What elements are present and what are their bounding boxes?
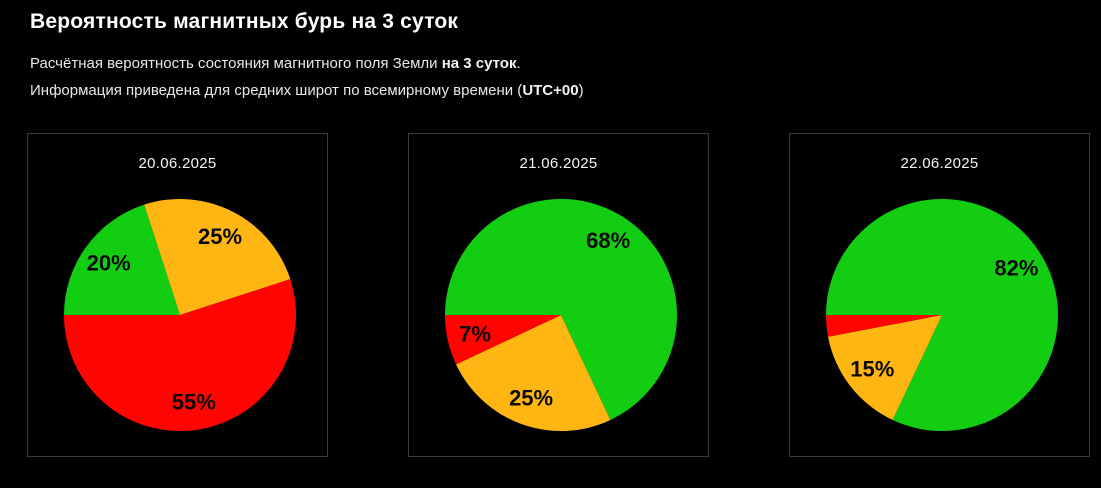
pie-slice-yellow bbox=[456, 315, 611, 431]
pie-slice-label-green: 82% bbox=[994, 255, 1038, 280]
subtitle-2-bold: UTC+00 bbox=[522, 82, 579, 99]
pie-slice-label-red: 55% bbox=[172, 390, 216, 415]
pie-chart-day-2: 68% 25% 7% bbox=[409, 134, 708, 456]
pie-slice-green bbox=[445, 198, 677, 420]
pie-slice-label-green: 20% bbox=[87, 251, 131, 276]
pie-slice-green bbox=[64, 204, 180, 315]
subtitle-1-text: Расчётная вероятность состояния магнитно… bbox=[30, 55, 442, 72]
subtitle-1-bold: на 3 суток bbox=[441, 55, 517, 72]
pie-slice-yellow bbox=[144, 199, 291, 315]
forecast-card-day-1: 20.06.2025 20% 25% 55% bbox=[27, 133, 328, 457]
subtitle-line-2: Информация приведена для средних широт п… bbox=[30, 81, 584, 100]
chart-date-label: 22.06.2025 bbox=[900, 155, 979, 172]
pie-slice-label-green: 68% bbox=[586, 228, 630, 253]
pie-slice-label-yellow: 25% bbox=[198, 224, 242, 249]
subtitle-2-suffix: ) bbox=[578, 82, 584, 99]
pie-slice-red bbox=[63, 279, 296, 432]
forecast-card-day-2: 21.06.2025 68% 25% 7% bbox=[408, 133, 709, 457]
pie-slice-red bbox=[826, 315, 942, 337]
subtitle-1-suffix: . bbox=[516, 55, 521, 72]
pie-slice-green bbox=[826, 198, 1058, 431]
pie-slice-label-red: 7% bbox=[459, 322, 491, 347]
pie-svg: 68% 25% 7% bbox=[445, 198, 677, 431]
pie-slice-label-yellow: 25% bbox=[509, 385, 553, 410]
chart-date-label: 21.06.2025 bbox=[519, 155, 598, 172]
pie-svg: 82% 15% bbox=[826, 198, 1058, 431]
pie-chart-day-3: 82% 15% bbox=[790, 134, 1089, 456]
subtitle-line-1: Расчётная вероятность состояния магнитно… bbox=[30, 54, 521, 73]
pie-slice-yellow bbox=[828, 315, 942, 420]
chart-date-label: 20.06.2025 bbox=[138, 155, 217, 172]
subtitle-2-text: Информация приведена для средних широт п… bbox=[30, 82, 523, 99]
pie-svg: 20% 25% 55% bbox=[63, 199, 296, 432]
pie-chart-day-1: 20% 25% 55% bbox=[28, 134, 327, 456]
pie-slice-red bbox=[445, 315, 561, 365]
forecast-card-day-3: 22.06.2025 82% 15% bbox=[789, 133, 1090, 457]
pie-slice-label-yellow: 15% bbox=[850, 357, 894, 382]
page-title: Вероятность магнитных бурь на 3 суток bbox=[30, 10, 459, 33]
